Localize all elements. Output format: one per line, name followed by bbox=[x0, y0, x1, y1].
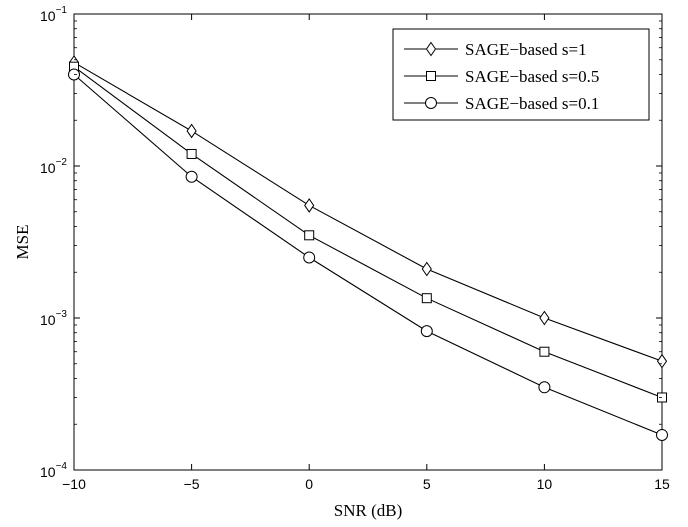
data-point-circle bbox=[185, 170, 198, 183]
x-tick-label: 0 bbox=[305, 476, 313, 492]
data-point-diamond bbox=[656, 353, 668, 369]
legend-entry: SAGE−based s=0.5 bbox=[404, 67, 599, 86]
x-tick-label: 15 bbox=[654, 476, 670, 492]
x-tick-label: −5 bbox=[184, 476, 200, 492]
legend: SAGE−based s=1 SAGE−based s=0.5 SAGE−based… bbox=[392, 28, 650, 121]
x-tick-label: −10 bbox=[62, 476, 86, 492]
legend-label: SAGE−based s=1 bbox=[465, 40, 587, 59]
tick-layer: −10 −5 0 5 10 15 10−1 10−2 10−3 10−4 bbox=[40, 5, 670, 492]
series-layer bbox=[68, 55, 668, 441]
legend-entry: SAGE−based s=0.1 bbox=[404, 94, 599, 113]
y-tick-label: 10−2 bbox=[40, 157, 67, 176]
data-point-circle bbox=[303, 251, 316, 264]
data-point-square bbox=[304, 230, 315, 241]
y-tick-label: 10−4 bbox=[40, 461, 67, 480]
legend-label: SAGE−based s=0.5 bbox=[465, 67, 599, 86]
data-point-circle bbox=[656, 428, 668, 441]
legend-marker-circle bbox=[425, 97, 437, 109]
data-point-diamond bbox=[421, 261, 432, 277]
data-point-circle bbox=[420, 325, 433, 338]
data-point-square bbox=[186, 148, 197, 159]
legend-label: SAGE−based s=0.1 bbox=[465, 94, 599, 113]
y-tick-label: 10−1 bbox=[40, 5, 67, 24]
legend-entry: SAGE−based s=1 bbox=[404, 40, 587, 59]
x-tick-label: 5 bbox=[423, 476, 431, 492]
series-line bbox=[73, 66, 663, 398]
legend-marker-diamond bbox=[425, 41, 437, 57]
series-line bbox=[73, 61, 663, 362]
data-point-diamond bbox=[539, 310, 550, 326]
data-point-diamond bbox=[186, 123, 197, 139]
y-axis-label: MSE bbox=[13, 225, 32, 260]
data-point-diamond bbox=[304, 198, 315, 213]
x-axis-label: SNR (dB) bbox=[334, 501, 402, 520]
series-line bbox=[73, 74, 663, 436]
data-point-square bbox=[539, 346, 550, 357]
series-1 bbox=[68, 55, 668, 369]
series-3 bbox=[68, 68, 668, 441]
data-point-circle bbox=[538, 381, 551, 394]
legend-marker-square bbox=[426, 71, 436, 81]
data-point-square bbox=[421, 293, 432, 304]
y-tick-label: 10−3 bbox=[40, 309, 67, 328]
x-tick-label: 10 bbox=[537, 476, 553, 492]
